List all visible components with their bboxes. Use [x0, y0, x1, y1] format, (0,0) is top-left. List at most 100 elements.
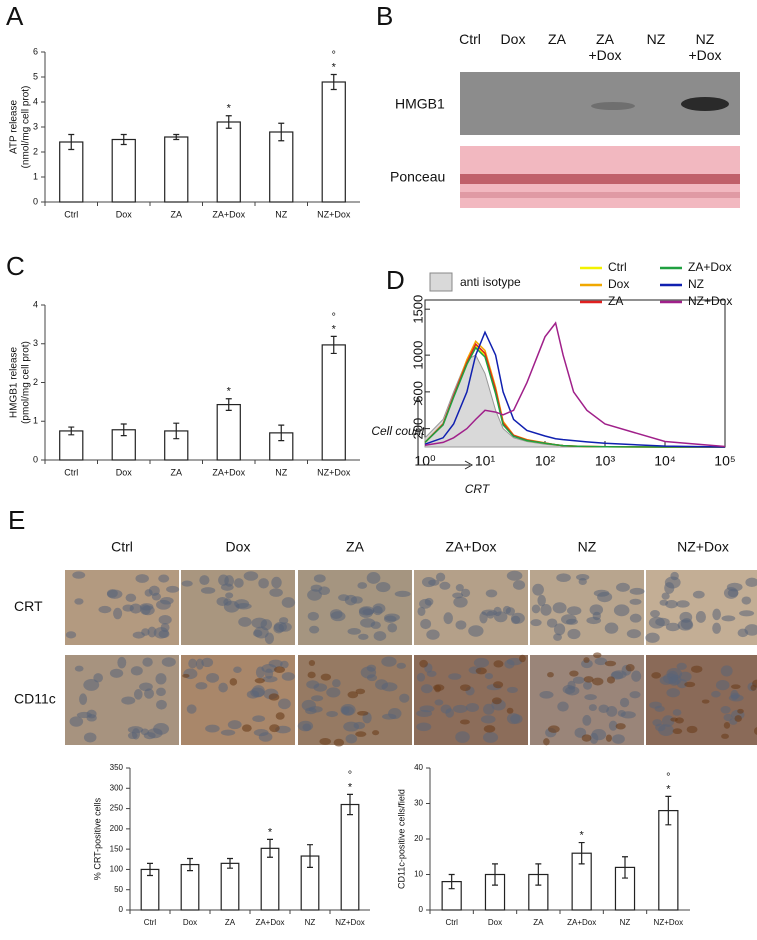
significance-degree: ° — [666, 771, 670, 783]
nucleus — [255, 666, 265, 679]
panel-label: C — [6, 251, 25, 281]
stain — [493, 660, 504, 668]
nucleus — [582, 714, 592, 726]
stain — [651, 672, 662, 679]
micrograph-row-label: CD11c — [14, 691, 56, 707]
nucleus — [251, 617, 268, 629]
y-tick-label: 2 — [33, 146, 38, 156]
nucleus — [79, 693, 88, 705]
nucleus — [252, 715, 266, 722]
nucleus — [676, 662, 687, 670]
micrograph-column-label: NZ+Dox — [677, 539, 729, 555]
histogram-line — [424, 321, 726, 448]
nucleus — [540, 604, 552, 616]
nucleus — [566, 606, 582, 616]
stain — [583, 657, 590, 663]
nucleus — [712, 608, 721, 621]
x-tick-label: NZ+Dox — [335, 918, 365, 927]
stain — [723, 721, 731, 729]
nucleus — [347, 627, 361, 635]
x-tick-label: ZA — [533, 918, 544, 927]
bar — [321, 81, 346, 203]
stain — [493, 681, 504, 689]
nucleus — [83, 678, 100, 691]
nucleus — [510, 612, 525, 624]
nucleus — [631, 670, 642, 682]
nucleus — [679, 611, 693, 623]
error-bar — [665, 795, 672, 826]
nucleus — [396, 662, 407, 669]
blot-lane-label: ZA — [548, 31, 567, 47]
nucleus — [739, 610, 755, 617]
nucleus — [604, 622, 619, 634]
nucleus — [186, 704, 197, 714]
y-tick-label: 30 — [414, 799, 423, 808]
nucleus — [744, 624, 757, 636]
significance-degree: ° — [332, 311, 336, 323]
nucleus — [677, 619, 694, 631]
stain — [730, 684, 741, 690]
nucleus — [233, 666, 242, 673]
nucleus — [530, 619, 542, 627]
nucleus — [482, 731, 499, 743]
stain — [357, 710, 369, 716]
nucleus — [234, 578, 244, 588]
nucleus — [455, 584, 464, 592]
blot-lane-label: Ctrl — [459, 31, 481, 47]
stain — [475, 667, 487, 675]
blot-lane-label: NZ +Dox — [688, 31, 721, 63]
nucleus — [106, 589, 118, 598]
error-bar — [227, 857, 233, 869]
nucleus — [281, 597, 296, 608]
nucleus — [366, 572, 381, 584]
nucleus — [268, 659, 283, 668]
blot-row-label: Ponceau — [390, 169, 445, 185]
nucleus — [166, 585, 180, 593]
x-tick-label: NZ — [620, 918, 631, 927]
stain — [605, 734, 612, 742]
bar — [321, 344, 346, 461]
stain — [483, 725, 496, 733]
nucleus — [730, 689, 739, 701]
x-tick-label: NZ+Dox — [317, 209, 351, 219]
nucleus — [485, 589, 498, 598]
nucleus — [654, 705, 665, 712]
stain — [182, 673, 190, 678]
nucleus — [281, 672, 295, 681]
nucleus — [225, 592, 234, 599]
y-tick-label: 4 — [33, 96, 38, 106]
band — [681, 97, 729, 111]
nucleus — [278, 698, 291, 710]
significance-degree: ° — [348, 769, 352, 781]
x-tick-label: Ctrl — [445, 918, 458, 927]
nucleus — [181, 580, 193, 587]
x-tick-label: NZ+Dox — [317, 467, 351, 477]
error-bar — [173, 133, 180, 141]
x-tick-label: 10⁵ — [714, 453, 735, 469]
y-tick-label: 50 — [114, 885, 123, 894]
nucleus — [676, 600, 690, 608]
error-bar — [225, 115, 232, 129]
x-tick-label: Ctrl — [64, 209, 78, 219]
nucleus — [465, 702, 480, 712]
nucleus — [659, 599, 669, 606]
nucleus — [711, 690, 721, 698]
nucleus — [243, 571, 259, 581]
y-tick-label: 250 — [110, 804, 124, 813]
x-tick-label: ZA+Dox — [212, 209, 245, 219]
y-tick-label: 6 — [33, 46, 38, 56]
legend-swatch — [429, 272, 453, 292]
stain — [268, 693, 280, 701]
error-bar — [535, 863, 542, 886]
nucleus — [440, 704, 452, 714]
band — [460, 192, 740, 198]
y-tick-label: 4 — [33, 299, 38, 309]
nucleus — [629, 691, 641, 699]
nucleus — [672, 709, 682, 716]
stain — [333, 738, 345, 747]
x-tick-label: ZA+Dox — [212, 467, 245, 477]
x-tick-label: ZA+Dox — [567, 918, 596, 927]
nucleus — [419, 705, 435, 713]
nucleus — [117, 656, 127, 669]
legend-label: Dox — [608, 277, 629, 291]
